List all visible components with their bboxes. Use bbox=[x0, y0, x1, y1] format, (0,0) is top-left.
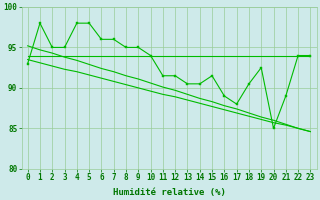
X-axis label: Humidité relative (%): Humidité relative (%) bbox=[113, 188, 226, 197]
